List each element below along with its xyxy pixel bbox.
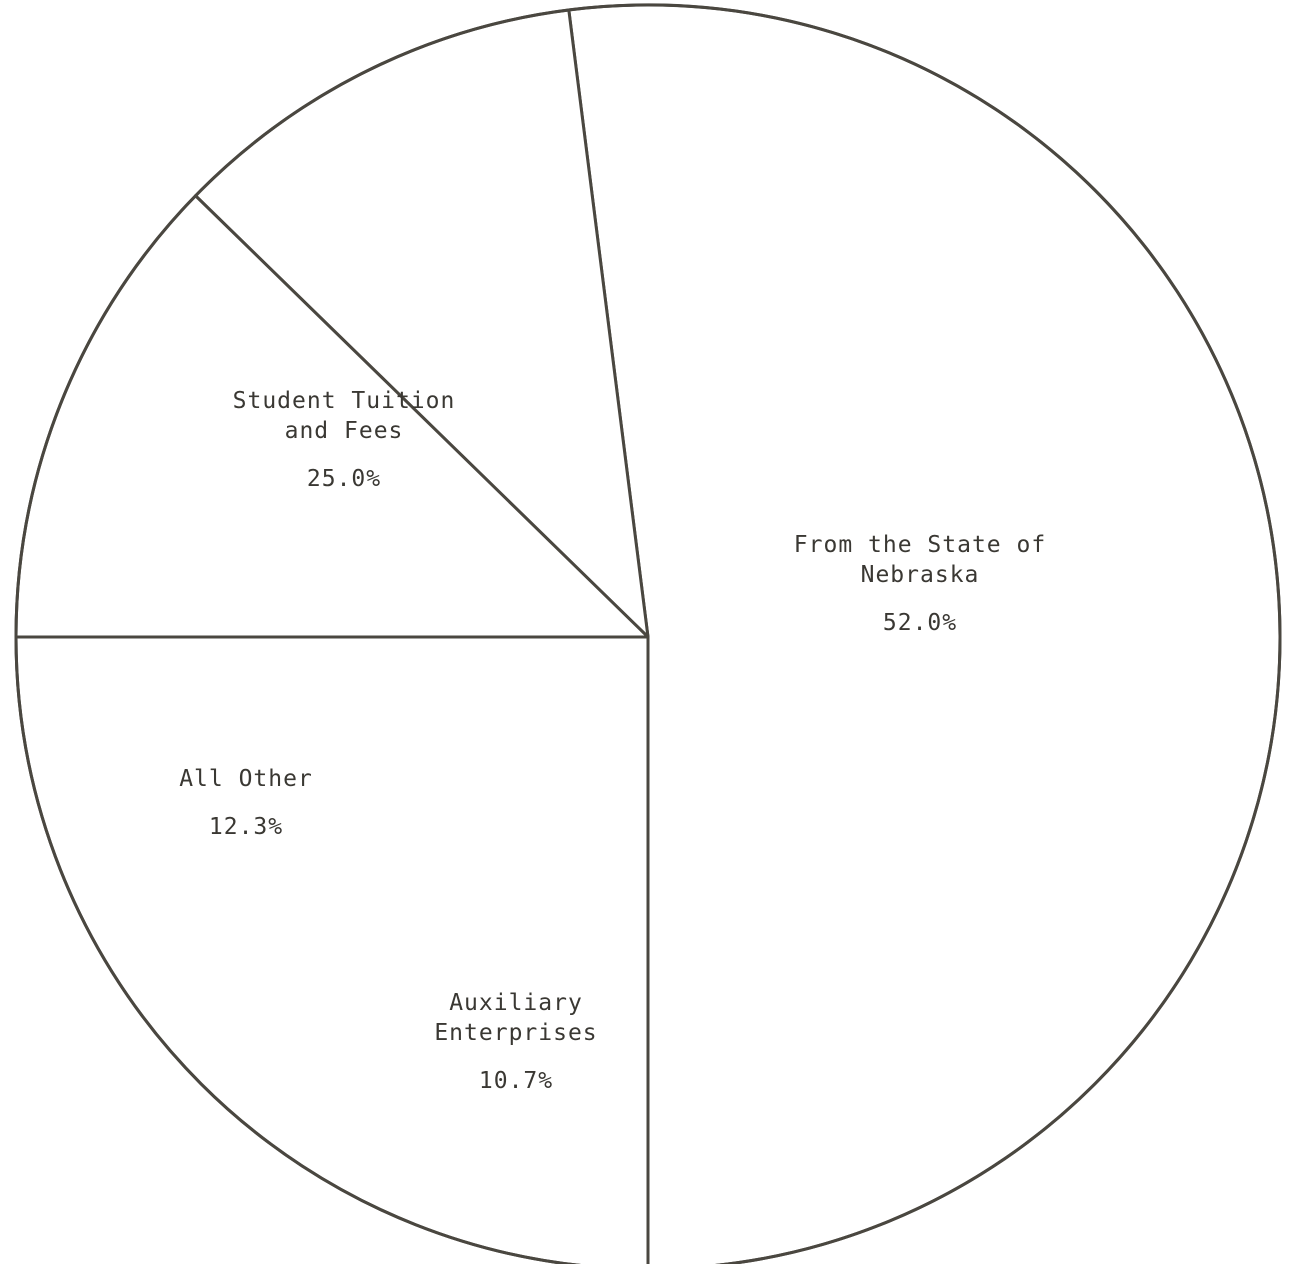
slice-label-1-line-0: Auxiliary [449, 990, 583, 1016]
slice-value-label-3: 25.0% [307, 466, 381, 492]
slice-label-0-line-0: From the State of [794, 532, 1046, 558]
pie-labels: From the State of Nebraska 52.0% Auxiliary E… [179, 388, 1046, 1094]
slice-value-label-2: 12.3% [209, 814, 283, 840]
slice-value-label-1: 10.7% [479, 1068, 553, 1094]
pie-outline [14, 3, 1282, 1264]
slice-value-label-0: 52.0% [883, 610, 957, 636]
pie-slices [14, 3, 1282, 1264]
slice-label-0-line-1: Nebraska [861, 562, 980, 588]
slice-label-3-line-1: and Fees [285, 418, 404, 444]
slice-label-3-line-0: Student Tuition [233, 388, 456, 414]
pie-slice-3 [14, 635, 650, 1264]
slice-label-1-line-1: Enterprises [434, 1020, 597, 1046]
slice-label-2-line-0: All Other [179, 766, 313, 792]
